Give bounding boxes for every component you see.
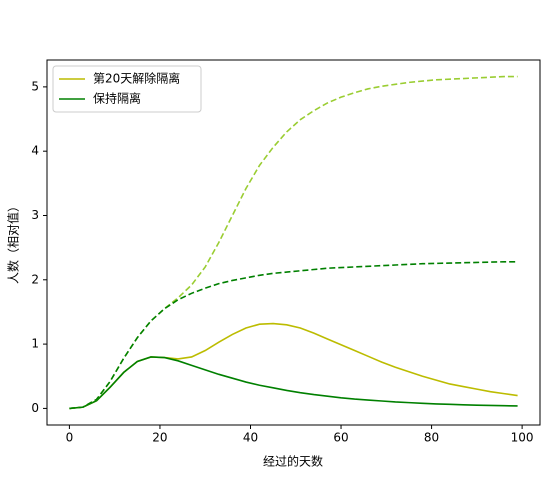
x-tick-label: 60: [333, 431, 348, 445]
y-tick-label: 4: [31, 144, 39, 158]
legend-box: [52, 65, 202, 113]
axes-frame: [46, 59, 541, 426]
y-tick-label: 5: [31, 79, 39, 93]
y-axis-label: 人数（相对值）: [6, 200, 21, 284]
legend-label: 第20天解除隔离: [93, 71, 180, 86]
x-axis-label: 经过的天数: [263, 454, 323, 469]
series-line: [69, 260, 518, 410]
legend-label: 保持隔离: [93, 91, 141, 106]
y-tick-label: 1: [31, 337, 39, 351]
series-line: [69, 75, 518, 410]
x-tick-label: 0: [66, 431, 74, 445]
x-tick-label: 100: [511, 431, 534, 445]
y-tick-label: 0: [31, 401, 39, 415]
y-tick-label: 2: [31, 272, 39, 286]
series-line: [69, 322, 518, 410]
x-tick-label: 80: [424, 431, 439, 445]
x-tick-label: 20: [152, 431, 167, 445]
x-tick-label: 40: [243, 431, 258, 445]
series-line: [69, 356, 518, 410]
y-tick-label: 3: [31, 208, 39, 222]
